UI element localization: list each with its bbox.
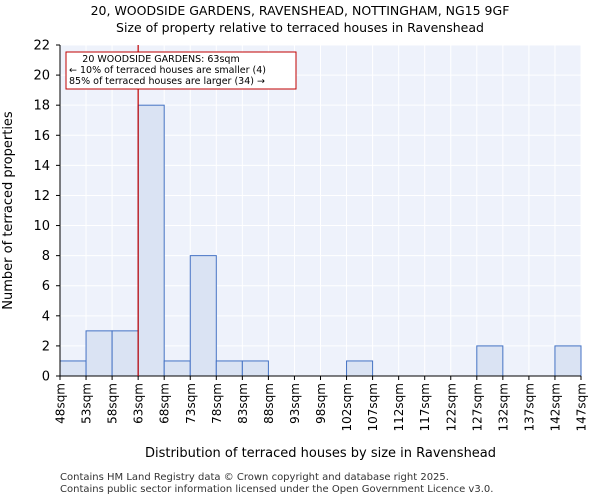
x-tick-label: 88sqm [262,383,276,424]
x-tick-label: 93sqm [288,383,302,424]
x-tick-label: 122sqm [444,383,458,431]
histogram-bar [163,360,191,377]
x-tick-label: 98sqm [314,383,328,424]
histogram-bar [215,360,243,377]
x-tick-label: 53sqm [80,383,94,424]
y-tick-label: 20 [33,69,50,84]
chart-title-line2: Size of property relative to terraced ho… [116,20,484,35]
x-tick-label: 142sqm [548,383,562,431]
annotation-line1: 20 WOODSIDE GARDENS: 63sqm [82,54,239,65]
y-tick-label: 10 [33,219,50,234]
x-tick-label: 48sqm [54,383,68,424]
histogram-bar [346,360,374,377]
y-tick-label: 2 [42,339,50,354]
histogram-bar [111,330,139,377]
x-tick-label: 78sqm [210,383,224,424]
footer-licence: Contains public sector information licen… [60,484,494,495]
x-axis-label: Distribution of terraced houses by size … [145,446,496,461]
y-axis-label: Number of terraced properties [1,111,16,310]
annotation-line2: ← 10% of terraced houses are smaller (4) [69,65,266,76]
annotation-line3: 85% of terraced houses are larger (34) → [69,76,265,87]
annotation-box [65,51,297,90]
chart-title-line1: 20, WOODSIDE GARDENS, RAVENSHEAD, NOTTIN… [90,3,510,18]
histogram-bar [85,330,113,377]
x-tick-label: 63sqm [132,383,146,424]
histogram-bar [59,360,87,377]
histogram-bar [189,255,217,377]
x-tick-label: 102sqm [340,383,354,431]
y-tick-label: 12 [33,189,50,204]
y-tick-label: 16 [33,129,50,144]
y-tick-label: 4 [42,309,50,324]
x-tick-label: 147sqm [575,383,589,431]
y-tick-label: 22 [33,39,50,54]
histogram-chart: 0 2 4 6 8 10 12 14 16 18 20 22 48sqm 53sqm 58sqm 63sqm 6… [1,39,589,462]
x-tick-label: 117sqm [418,383,432,431]
y-tick-label: 8 [42,249,50,264]
x-tick-label: 137sqm [522,383,536,431]
x-tick-label: 127sqm [470,383,484,431]
histogram-bar [137,104,165,377]
y-tick-label: 6 [42,279,50,294]
histogram-bar [476,345,504,377]
x-tick-label: 83sqm [236,383,250,424]
y-tick-label: 14 [33,159,50,174]
x-tick-label: 132sqm [496,383,510,431]
x-tick-label: 73sqm [184,383,198,424]
y-tick-label: 0 [42,370,50,385]
x-tick-label: 58sqm [106,383,120,424]
histogram-bar [554,345,582,377]
x-tick-label: 107sqm [366,383,380,431]
x-tick-label: 112sqm [392,383,406,431]
histogram-bar [241,360,269,377]
x-tick-label: 68sqm [158,383,172,424]
footer-copyright: Contains HM Land Registry data © Crown c… [60,472,449,483]
y-tick-label: 18 [33,99,50,114]
